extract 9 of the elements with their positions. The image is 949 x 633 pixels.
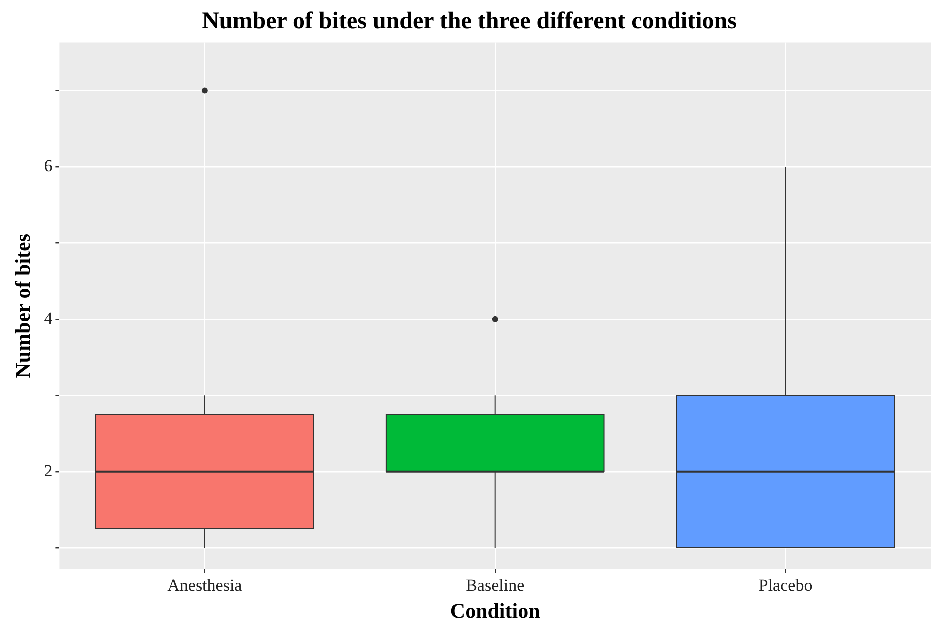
x-axis-title: Condition xyxy=(450,598,541,623)
x-tick-label: Anesthesia xyxy=(168,576,243,596)
y-tick-label: 4 xyxy=(44,308,54,328)
y-tick-label: 6 xyxy=(44,156,53,176)
y-axis-title: Number of bites xyxy=(11,234,36,378)
x-tick-label: Placebo xyxy=(758,576,813,596)
x-tick-label: Baseline xyxy=(466,576,525,596)
y-tick-label: 2 xyxy=(44,461,53,480)
chart-title: Number of bites under the three different conditions xyxy=(202,8,737,35)
